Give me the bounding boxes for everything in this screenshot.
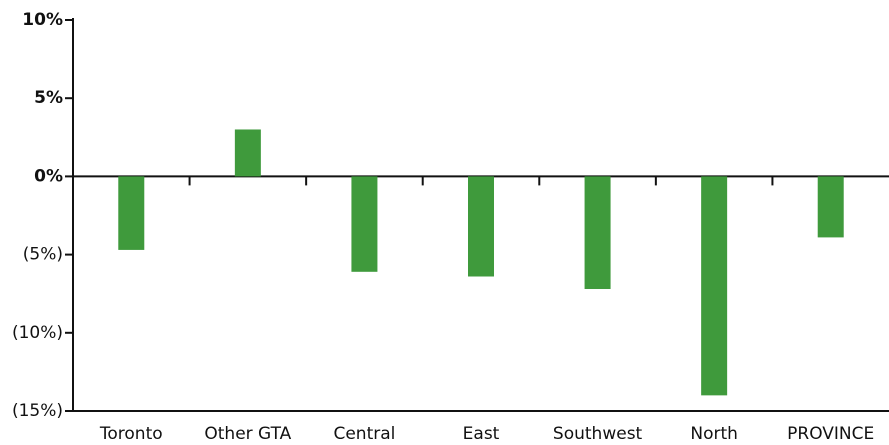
x-tick-label: Toronto xyxy=(99,424,163,444)
y-tick-label: (15%) xyxy=(12,401,63,421)
y-tick-label: 10% xyxy=(22,10,63,30)
bar xyxy=(701,176,728,396)
x-tick-label: PROVINCE xyxy=(787,424,874,444)
x-tick-label: East xyxy=(463,424,500,444)
x-tick-label: Central xyxy=(333,424,395,444)
bar xyxy=(234,129,261,177)
y-tick-label: (5%) xyxy=(23,245,63,265)
y-tick-label: 0% xyxy=(34,166,63,186)
y-tick-label: 5% xyxy=(34,88,63,108)
y-tick-label: (10%) xyxy=(12,323,63,343)
bar xyxy=(817,176,844,238)
bar xyxy=(584,176,611,290)
bar xyxy=(351,176,378,272)
x-tick-label: Other GTA xyxy=(204,424,291,444)
x-tick-label: Southwest xyxy=(553,424,643,444)
bar xyxy=(118,176,145,250)
x-tick-label: North xyxy=(690,424,738,444)
bar xyxy=(468,176,494,277)
